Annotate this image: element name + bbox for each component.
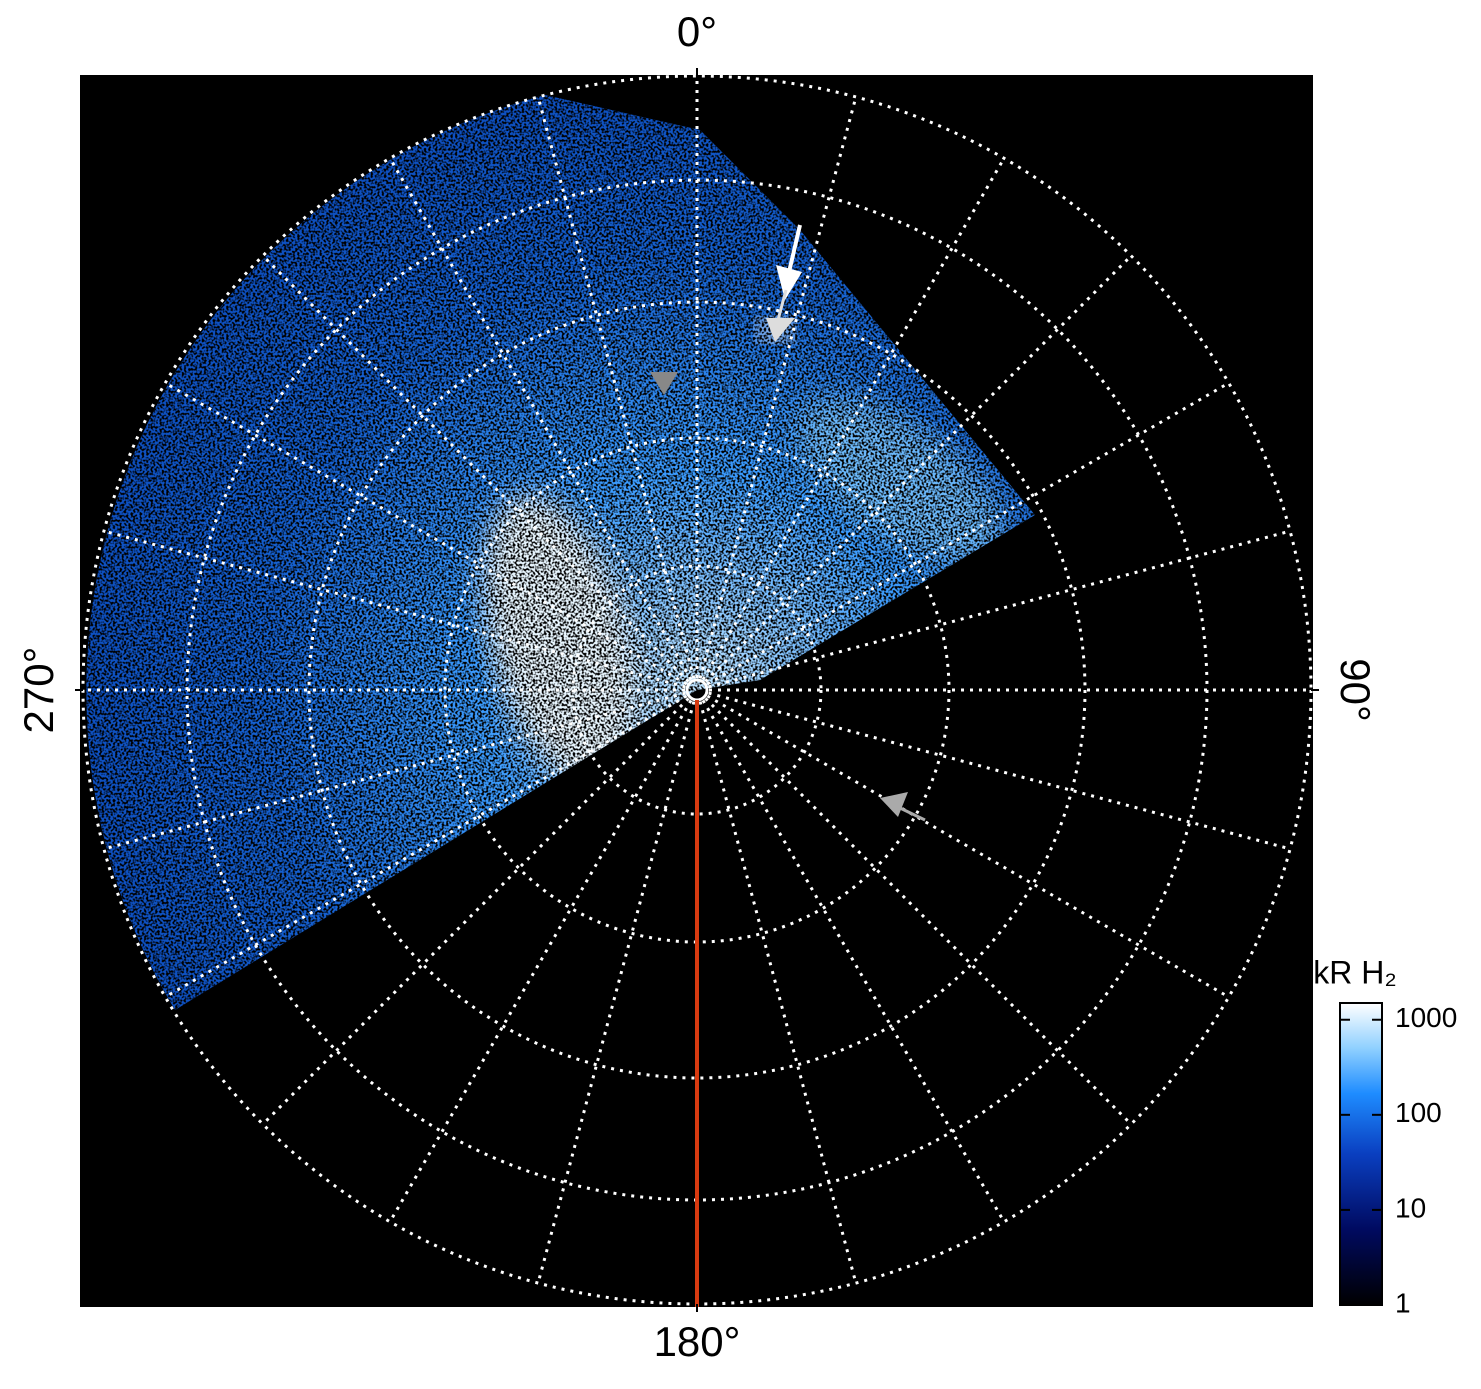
colorbar-title: kR H₂ xyxy=(1313,954,1397,990)
colorbar-tick-label: 100 xyxy=(1395,1097,1442,1128)
annotation-arrows xyxy=(650,224,926,822)
colorbar-tick-label: 1000 xyxy=(1395,1002,1457,1033)
angle-label: 0° xyxy=(677,8,717,55)
colorbar-tick-label: 1 xyxy=(1395,1287,1411,1318)
angle-label: 270° xyxy=(15,647,62,734)
colorbar-tick-label: 10 xyxy=(1395,1192,1426,1223)
colorbar xyxy=(1339,1002,1383,1306)
angle-label: 90° xyxy=(1332,658,1379,722)
angle-label: 180° xyxy=(654,1318,741,1365)
